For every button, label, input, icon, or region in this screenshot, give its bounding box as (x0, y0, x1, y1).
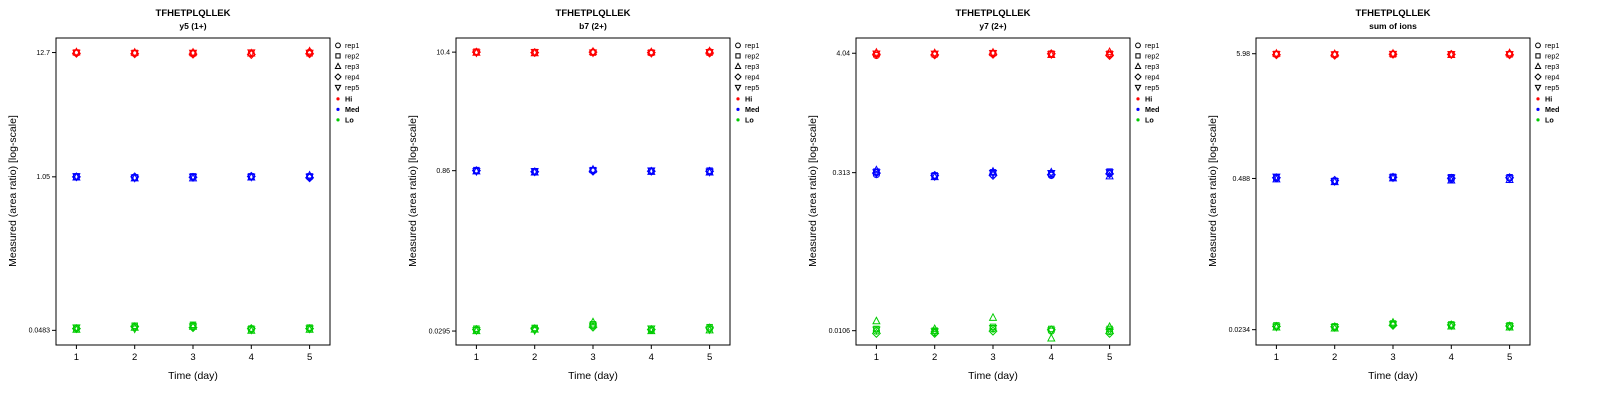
chart-panel-y5: TFHETPLQLLEK y5 (1+) Measured (area rati… (0, 0, 400, 400)
svg-text:3: 3 (1390, 352, 1395, 363)
svg-text:rep2: rep2 (345, 52, 359, 61)
svg-text:2: 2 (132, 352, 137, 363)
svg-text:rep4: rep4 (345, 73, 359, 82)
svg-text:rep5: rep5 (1545, 83, 1559, 92)
svg-text:4.04: 4.04 (836, 51, 850, 58)
svg-text:10.4: 10.4 (436, 50, 450, 57)
svg-text:0.313: 0.313 (832, 170, 850, 177)
svg-text:0.0106: 0.0106 (829, 328, 851, 335)
svg-text:0.488: 0.488 (1232, 176, 1250, 183)
chart-panel-sum: TFHETPLQLLEK sum of ions Measured (area … (1200, 0, 1600, 400)
svg-text:Hi: Hi (745, 95, 752, 104)
x-axis-label: Time (day) (168, 370, 218, 382)
svg-text:2: 2 (1332, 352, 1337, 363)
svg-text:rep5: rep5 (745, 83, 759, 92)
svg-text:rep1: rep1 (745, 41, 759, 50)
svg-text:rep1: rep1 (345, 41, 359, 50)
x-axis-label: Time (day) (568, 370, 618, 382)
chart-subtitle: b7 (2+) (579, 21, 607, 31)
svg-text:1: 1 (1274, 352, 1279, 363)
svg-text:Lo: Lo (745, 116, 754, 125)
svg-text:1.05: 1.05 (36, 174, 50, 181)
axis: 5.98 0.488 0.0234 1 2 3 4 5 (1229, 37, 1531, 363)
svg-text:Med: Med (745, 105, 759, 114)
svg-text:3: 3 (590, 352, 595, 363)
svg-text:rep5: rep5 (1145, 83, 1159, 92)
svg-text:rep3: rep3 (345, 62, 359, 71)
svg-text:Hi: Hi (1145, 95, 1152, 104)
svg-text:0.86: 0.86 (436, 168, 450, 175)
svg-text:Med: Med (345, 105, 359, 114)
svg-text:5: 5 (1507, 352, 1512, 363)
svg-text:3: 3 (190, 352, 195, 363)
svg-text:rep3: rep3 (1145, 62, 1159, 71)
svg-text:5: 5 (1107, 352, 1112, 363)
x-axis-label: Time (day) (968, 370, 1018, 382)
chart-title: TFHETPLQLLEK (1355, 8, 1431, 19)
chart-title: TFHETPLQLLEK (955, 8, 1031, 19)
svg-text:Hi: Hi (345, 95, 352, 104)
chart-subtitle: y5 (1+) (179, 21, 207, 31)
chart-panel-b7: TFHETPLQLLEK b7 (2+) Measured (area rati… (400, 0, 800, 400)
svg-text:0.0295: 0.0295 (429, 328, 451, 335)
axis: 10.4 0.86 0.0295 1 2 3 4 5 (429, 37, 731, 363)
svg-text:rep1: rep1 (1545, 41, 1559, 50)
chart-title: TFHETPLQLLEK (155, 8, 231, 19)
data-points (71, 46, 315, 335)
svg-text:Lo: Lo (345, 116, 354, 125)
svg-text:0.0483: 0.0483 (29, 328, 51, 335)
svg-text:rep4: rep4 (745, 73, 759, 82)
svg-text:rep5: rep5 (345, 83, 359, 92)
svg-text:4: 4 (1449, 352, 1454, 363)
chart-subtitle: y7 (2+) (979, 21, 1007, 31)
x-axis-label: Time (day) (1368, 370, 1418, 382)
svg-text:5.98: 5.98 (1236, 51, 1250, 58)
svg-text:4: 4 (649, 352, 654, 363)
svg-text:Lo: Lo (1145, 116, 1154, 125)
data-points (471, 46, 715, 336)
svg-text:rep2: rep2 (745, 52, 759, 61)
svg-text:2: 2 (532, 352, 537, 363)
svg-text:5: 5 (307, 352, 312, 363)
chart-panel-y7: TFHETPLQLLEK y7 (2+) Measured (area rati… (800, 0, 1200, 400)
svg-text:rep3: rep3 (745, 62, 759, 71)
svg-text:Med: Med (1545, 105, 1559, 114)
svg-text:rep1: rep1 (1145, 41, 1159, 50)
svg-text:rep4: rep4 (1545, 73, 1559, 82)
svg-text:1: 1 (474, 352, 479, 363)
svg-text:0.0234: 0.0234 (1229, 327, 1251, 334)
svg-text:12.7: 12.7 (36, 50, 50, 57)
svg-text:Med: Med (1145, 105, 1159, 114)
svg-text:rep4: rep4 (1145, 73, 1159, 82)
svg-text:Lo: Lo (1545, 116, 1554, 125)
svg-text:5: 5 (707, 352, 712, 363)
svg-text:4: 4 (249, 352, 254, 363)
svg-text:rep2: rep2 (1145, 52, 1159, 61)
svg-text:1: 1 (74, 352, 79, 363)
svg-text:4: 4 (1049, 352, 1054, 363)
svg-text:3: 3 (990, 352, 995, 363)
svg-text:2: 2 (932, 352, 937, 363)
svg-text:rep3: rep3 (1545, 62, 1559, 71)
axis: 4.04 0.313 0.0106 1 2 3 4 5 (829, 37, 1131, 363)
svg-text:rep2: rep2 (1545, 52, 1559, 61)
data-points (871, 47, 1115, 342)
axis: 12.7 1.05 0.0483 1 2 3 4 5 (29, 37, 331, 363)
svg-text:Hi: Hi (1545, 95, 1552, 104)
chart-subtitle: sum of ions (1369, 21, 1417, 31)
data-points (1271, 48, 1515, 333)
chart-title: TFHETPLQLLEK (555, 8, 631, 19)
svg-text:1: 1 (874, 352, 879, 363)
